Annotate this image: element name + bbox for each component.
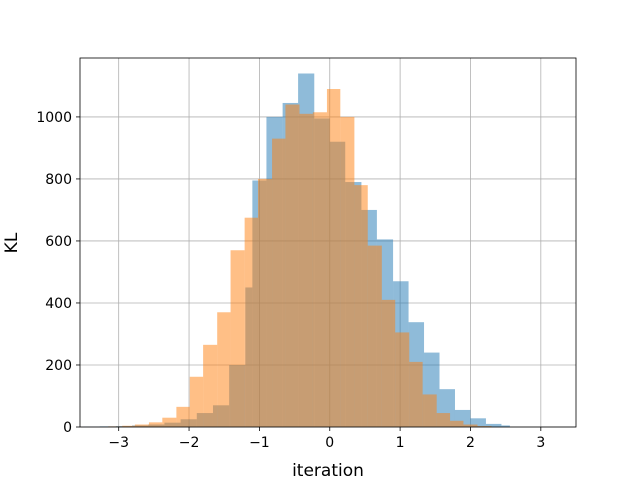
histogram-bar-series-2	[244, 217, 258, 427]
histogram-bar-series-2	[189, 376, 204, 427]
histogram-bar-series-2	[354, 185, 368, 427]
histogram-bars	[83, 73, 510, 428]
y-tick-label: 1000	[36, 110, 72, 126]
histogram-bar-series-2	[450, 420, 464, 427]
histogram-bar-series-2	[230, 250, 245, 427]
histogram-bar-series-1	[485, 423, 502, 427]
histogram-bar-series-2	[162, 417, 177, 427]
y-axis-label: KL	[2, 232, 22, 253]
histogram-bar-series-1	[501, 425, 510, 427]
histogram-bar-series-2	[134, 424, 149, 427]
y-axis-ticks: 0 200 400 600 800 1000	[36, 110, 80, 436]
y-tick-label: 200	[45, 358, 72, 374]
histogram-bar-series-2	[312, 112, 327, 427]
histogram-bar-series-2	[381, 299, 396, 427]
plot-frame	[79, 57, 577, 428]
histogram-bar-series-1	[470, 418, 486, 427]
histogram-bar-series-2	[463, 424, 478, 427]
y-tick-label: 400	[45, 296, 72, 312]
histogram-bar-series-2	[436, 413, 451, 427]
x-tick-label: −2	[179, 435, 200, 451]
x-tick-label: 2	[466, 435, 475, 451]
histogram-bar-series-2	[272, 138, 286, 428]
x-tick-label: 0	[325, 435, 334, 451]
histogram-bar-series-2	[422, 394, 437, 427]
histogram-bar-series-2	[203, 344, 218, 427]
histogram-bar-series-2	[148, 422, 163, 427]
histogram-bar-series-2	[367, 245, 382, 427]
y-tick-label: 0	[63, 420, 72, 436]
y-tick-label: 600	[45, 234, 72, 250]
x-axis-label: iteration	[292, 461, 364, 480]
x-tick-label: 3	[536, 435, 545, 451]
histogram-bar-series-2	[285, 104, 300, 427]
x-tick-label: −3	[108, 435, 129, 451]
x-tick-label: 1	[396, 435, 405, 451]
x-axis-ticks: −3 −2 −1 0 1 2 3	[108, 427, 545, 451]
histogram-bar-series-2	[340, 116, 355, 428]
x-tick-label: −1	[249, 435, 270, 451]
histogram-bar-series-2	[326, 89, 341, 428]
y-tick-label: 800	[45, 172, 72, 188]
histogram-bar-series-2	[395, 332, 410, 427]
histogram-bar-series-2	[217, 312, 231, 427]
histogram-bar-series-2	[477, 426, 492, 427]
histogram-bar-series-2	[409, 361, 423, 427]
histogram-bar-series-2	[176, 406, 190, 427]
histogram-bar-series-2	[257, 178, 273, 427]
histogram-bar-series-2	[299, 113, 313, 427]
histogram-bar-series-2	[122, 425, 135, 427]
